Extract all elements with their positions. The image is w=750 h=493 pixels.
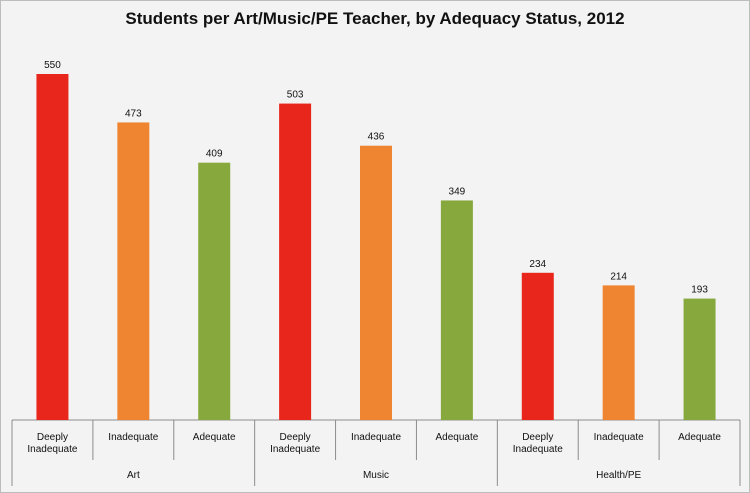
data-label: 349 [449, 186, 466, 197]
bar-music-deeply-inadequate [279, 103, 312, 421]
category-tick-label: Inadequate [513, 444, 563, 455]
data-label: 436 [368, 132, 385, 143]
data-label: 234 [529, 259, 546, 270]
data-label: 473 [125, 108, 142, 119]
category-tick-label: Inadequate [594, 432, 644, 443]
data-label: 214 [610, 271, 627, 282]
bar-art-deeply-inadequate [36, 74, 69, 420]
bar-healthpe-inadequate [602, 285, 635, 420]
bar-music-adequate [440, 200, 473, 420]
category-tick-label: Deeply [37, 432, 68, 443]
data-label: 550 [44, 60, 61, 71]
category-tick-label: Deeply [280, 432, 311, 443]
data-label: 409 [206, 149, 223, 160]
category-tick-label: Inadequate [351, 432, 401, 443]
bar-healthpe-adequate [683, 298, 716, 420]
category-tick-label: Adequate [435, 432, 478, 443]
bar-music-inadequate [360, 145, 392, 420]
data-label: 193 [691, 285, 708, 296]
group-label: Music [363, 470, 389, 481]
category-tick-label: Inadequate [270, 444, 320, 455]
bar-art-adequate [198, 162, 231, 420]
category-tick-label: Adequate [678, 432, 721, 443]
chart-title: Students per Art/Music/PE Teacher, by Ad… [125, 9, 625, 28]
category-tick-label: Deeply [522, 432, 553, 443]
category-tick-label: Inadequate [108, 432, 158, 443]
category-tick-label: Adequate [193, 432, 236, 443]
group-label: Health/PE [596, 470, 641, 481]
bar-healthpe-deeply-inadequate [521, 272, 554, 420]
group-label: Art [127, 470, 140, 481]
bar-art-inadequate [117, 122, 150, 420]
category-tick-label: Inadequate [27, 444, 77, 455]
data-label: 503 [287, 90, 304, 101]
